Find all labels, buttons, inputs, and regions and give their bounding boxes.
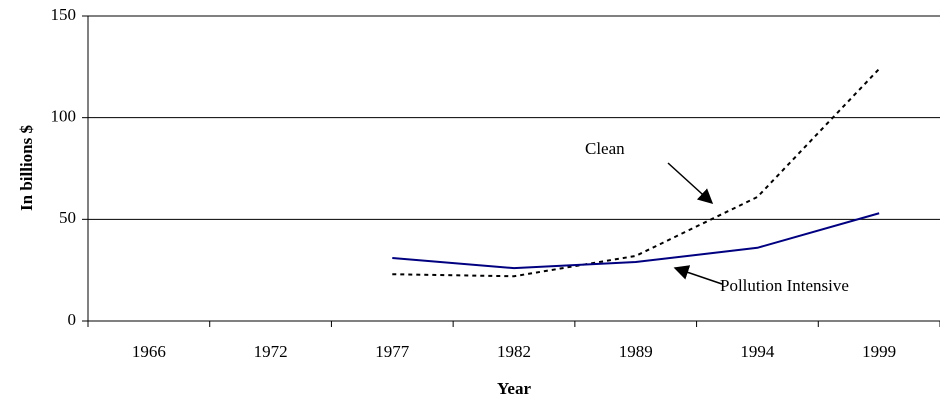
annotation: Pollution Intensive (720, 276, 849, 295)
y-tick-label: 0 (68, 310, 77, 329)
y-tick-label: 150 (51, 5, 77, 24)
x-tick-label: 1989 (619, 342, 653, 361)
series-line (392, 212, 880, 270)
annotation-arrow (667, 162, 714, 205)
x-tick-label: 1977 (375, 342, 410, 361)
y-tick-label: 100 (51, 107, 77, 126)
annotation-arrow (673, 265, 723, 285)
y-tick-label: 50 (59, 208, 76, 227)
x-tick-label: 1966 (132, 342, 166, 361)
x-tick-label: 1982 (497, 342, 531, 361)
x-axis-label: Year (497, 379, 531, 398)
annotation: Clean (585, 139, 625, 158)
series-line (392, 68, 880, 278)
x-tick-label: 1972 (254, 342, 288, 361)
x-tick-label: 1999 (862, 342, 896, 361)
x-tick-label: 1994 (740, 342, 775, 361)
y-axis-label: In billions $ (17, 125, 36, 211)
